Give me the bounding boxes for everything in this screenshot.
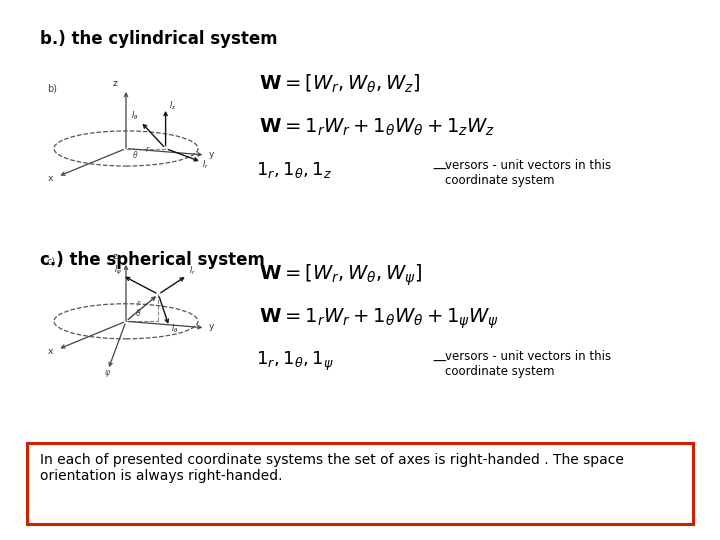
Text: $\mathbf{W} = 1_r W_r + 1_\theta W_\theta + 1_z W_z$: $\mathbf{W} = 1_r W_r + 1_\theta W_\thet… xyxy=(259,116,495,138)
Text: $\psi$: $\psi$ xyxy=(104,368,112,379)
Text: b): b) xyxy=(47,84,57,94)
Text: versors - unit vectors in this
coordinate system: versors - unit vectors in this coordinat… xyxy=(445,159,611,187)
Text: —: — xyxy=(432,355,446,369)
Text: $l_r$: $l_r$ xyxy=(202,158,208,171)
Text: $\mathbf{W} = 1_r W_r + 1_\theta W_\theta + 1_\psi W_\psi$: $\mathbf{W} = 1_r W_r + 1_\theta W_\thet… xyxy=(259,306,499,331)
Text: $\theta$: $\theta$ xyxy=(135,307,141,318)
Text: versors - unit vectors in this
coordinate system: versors - unit vectors in this coordinat… xyxy=(445,350,611,379)
Text: y: y xyxy=(209,322,214,332)
Text: $l_r$: $l_r$ xyxy=(189,265,195,277)
Text: In each of presented coordinate systems the set of axes is right-handed . The sp: In each of presented coordinate systems … xyxy=(40,453,624,483)
Text: c.) the spherical system: c.) the spherical system xyxy=(40,251,264,269)
Text: z: z xyxy=(113,79,117,88)
Text: r: r xyxy=(137,299,140,308)
Text: $1_r, 1_\theta, 1_\psi$: $1_r, 1_\theta, 1_\psi$ xyxy=(256,350,333,373)
Text: $l_\theta$: $l_\theta$ xyxy=(171,322,179,334)
Text: c): c) xyxy=(47,256,56,267)
FancyBboxPatch shape xyxy=(27,443,693,524)
Text: —: — xyxy=(432,163,446,177)
Text: y: y xyxy=(209,150,214,159)
Text: x: x xyxy=(48,347,53,356)
Text: $l_z$: $l_z$ xyxy=(169,99,176,111)
Text: r: r xyxy=(146,145,149,154)
Text: $\mathbf{W} = \left[W_r, W_\theta, W_\psi\right]$: $\mathbf{W} = \left[W_r, W_\theta, W_\ps… xyxy=(259,262,423,288)
Text: z: z xyxy=(113,252,117,261)
Text: $\theta$: $\theta$ xyxy=(132,149,138,160)
Text: x: x xyxy=(48,174,53,183)
Text: $1_r, 1_\theta, 1_z$: $1_r, 1_\theta, 1_z$ xyxy=(256,160,332,180)
Text: b.) the cylindrical system: b.) the cylindrical system xyxy=(40,30,277,48)
Text: $l_\theta$: $l_\theta$ xyxy=(131,110,138,122)
Text: $l_\psi$: $l_\psi$ xyxy=(114,264,122,277)
Text: $\mathbf{W} = \left[W_r, W_\theta, W_z\right]$: $\mathbf{W} = \left[W_r, W_\theta, W_z\r… xyxy=(259,72,420,95)
